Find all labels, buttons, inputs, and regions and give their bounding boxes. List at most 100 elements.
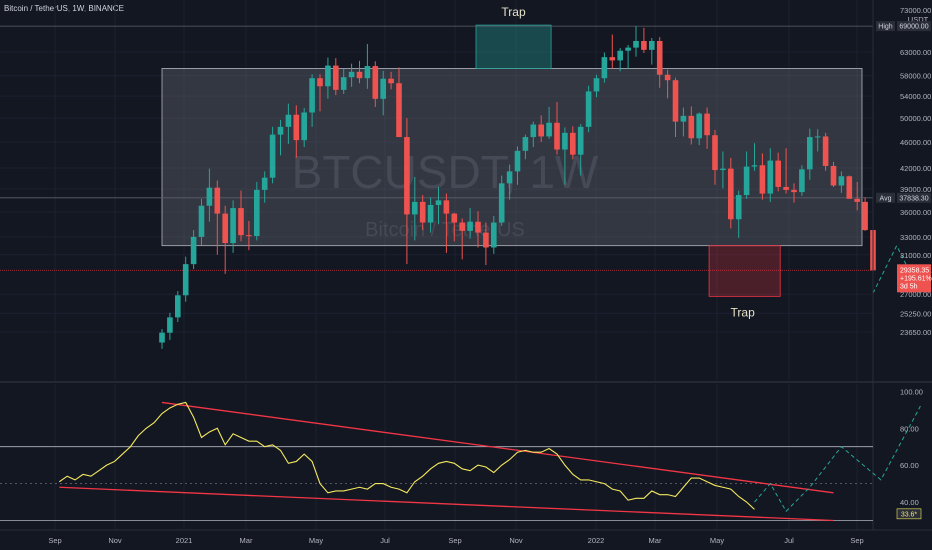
candle-body [277,126,284,135]
candle-body [735,195,742,220]
avg-value: 37838.30 [899,195,928,202]
currency-label[interactable]: USDT [908,15,929,24]
candle [325,57,331,99]
candle [467,208,473,239]
time-axis-label: 2021 [176,536,193,545]
consolidation-range-box [161,68,863,247]
candle-body [862,201,868,231]
price-scale[interactable]: 63000.00 58000.00 54000.00 50000.00 46000.00… [876,6,932,337]
candle [743,151,750,199]
candle [791,183,797,203]
candle-body [254,189,260,237]
candle [340,68,347,95]
oscillator-line [58,401,755,510]
candle-body [593,78,600,92]
candle-body [198,205,205,237]
candle [522,134,529,160]
candle [380,70,386,116]
oscillator-scale[interactable]: 100.00 80.00 60.00 40.00 33.6* [896,387,923,520]
candle-body [546,122,552,137]
candle [214,180,221,255]
candle-body [601,57,608,79]
candle-body [854,198,860,202]
candle-body [167,317,173,333]
time-axis-label: Nov [108,536,122,545]
interval-label[interactable]: 1W [72,4,84,13]
candle-body [538,124,544,137]
candle [514,146,521,185]
candle [641,27,647,54]
candle-body [609,57,616,61]
candle [238,190,244,242]
annotations: Trap Trap [501,5,755,319]
time-axis-label: Sep [850,536,863,545]
candle [617,48,623,72]
candle-body [230,208,236,244]
candle [506,164,513,200]
candle [498,175,505,226]
candle-body [506,171,513,184]
candle-body [514,150,521,172]
time-axis-label: Sep [48,536,61,545]
candle-body [838,176,845,186]
candle [333,58,339,96]
candle-body [388,78,394,84]
candle-body [554,122,560,150]
candle-body [214,187,221,214]
candle [538,115,544,142]
candle [554,102,560,155]
candle [198,198,205,246]
candle-body [633,40,639,48]
candle [364,44,371,89]
candle [807,128,813,180]
reference-lines [0,25,873,271]
price-tick-label-top: 73000.00 [900,6,931,15]
candle-body [712,135,718,171]
oscillator-trendline [161,401,834,494]
last-price-tag [897,264,931,293]
candle [372,61,379,107]
candle-body [435,200,442,205]
time-axis-label: Nov [509,536,523,545]
candle [269,126,276,184]
candle [846,175,853,199]
candle-body [577,126,584,155]
oscillator-projection [754,405,921,513]
time-axis-label: Sep [448,536,461,545]
last-price-value: 29358.35 [900,267,929,274]
candle-body [309,78,315,113]
projection-line [872,244,932,295]
price-tick-label: 42000.00 [900,164,931,173]
avg-tag: Avg [880,195,892,202]
price-tick-label: 50000.00 [900,114,931,123]
symbol-name[interactable]: Bitcoin / TetherUS [4,4,68,13]
trap-zone-top [475,24,552,69]
candle [814,129,821,152]
price-tick-label: 23650.00 [900,328,931,337]
candle-body [222,213,228,244]
trap-label-top: Trap [501,5,526,19]
candle-body [656,40,663,75]
candle-body [340,77,347,90]
candle-body [380,78,386,99]
candle-body [720,168,726,171]
candle-body [269,134,276,178]
candle [562,127,568,185]
candle [483,222,489,266]
time-axis-label: 2022 [588,536,605,545]
candle-body [562,132,568,150]
price-tick-label: 46000.00 [900,138,931,147]
price-tick-label: 36000.00 [900,208,931,217]
candle-body [356,71,363,79]
time-axis[interactable]: Sep Nov 2021 Mar May Jul Sep Nov 2022 Mar May Jul Se… [48,536,863,545]
price-tick-label: 27000.00 [900,290,931,299]
candle [388,71,394,90]
avg-value-bg [897,192,931,203]
oscillator-tick-label: 40.00 [900,498,919,507]
pane-separators[interactable] [0,0,932,531]
oscillator-tick-label: 100.00 [900,387,923,396]
candle [182,256,189,302]
candle-body [791,189,797,193]
candle-body [696,113,702,139]
